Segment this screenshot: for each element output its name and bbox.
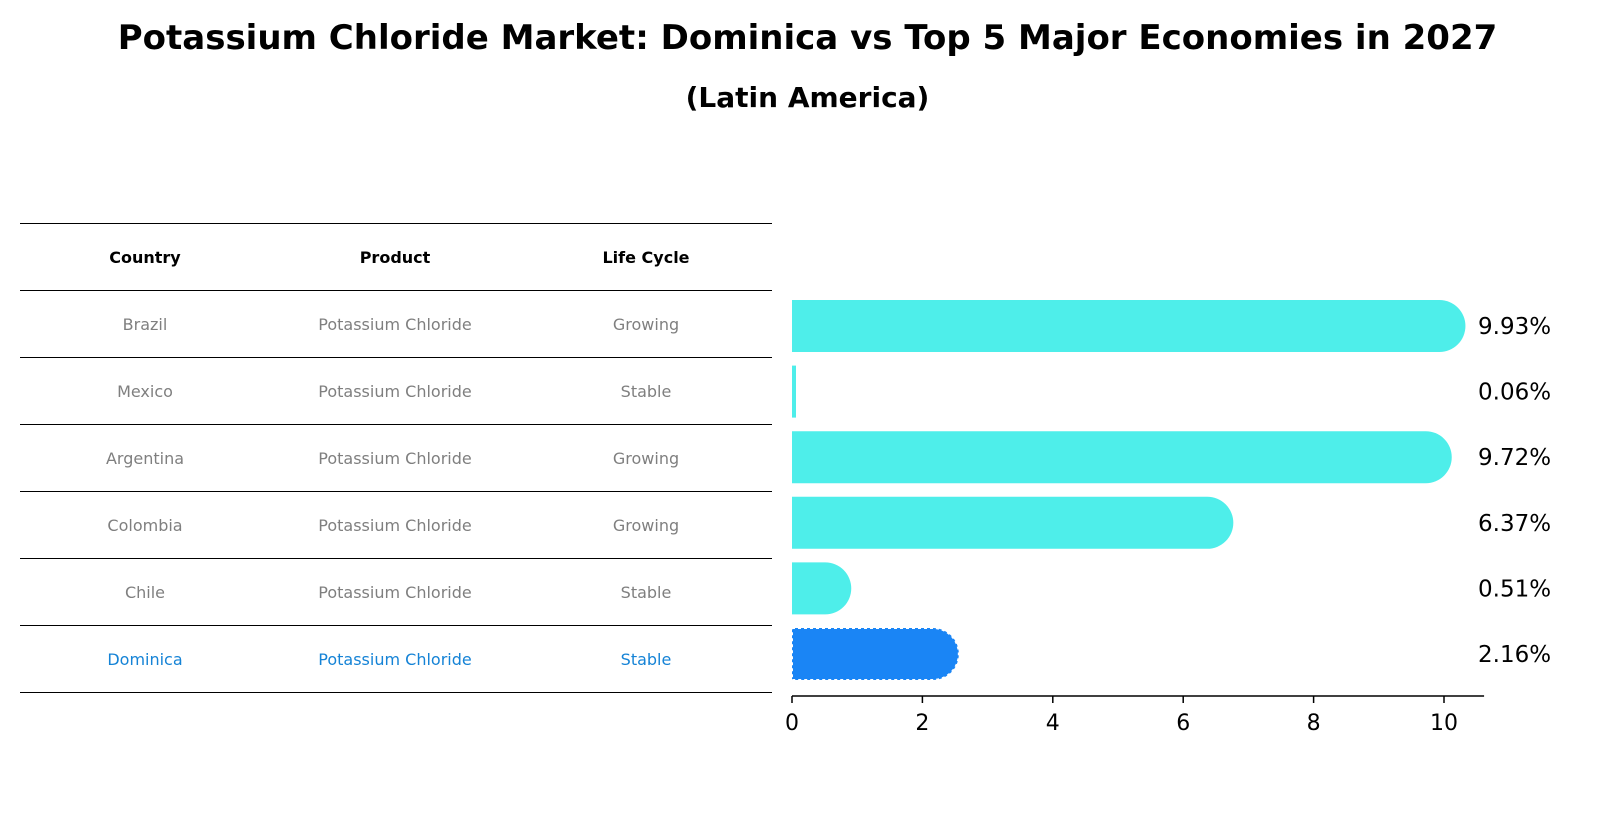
table-header-row: Country Product Life Cycle [20,224,772,291]
x-tick-label: 6 [1176,711,1190,736]
bar-brazil [792,300,1466,352]
chart-subtitle: (Latin America) [685,81,930,114]
x-tick-label: 2 [915,711,929,736]
bar-mexico [792,365,796,418]
product-cell: Potassium Chloride [318,649,472,669]
life-cycle-cell: Stable [620,381,672,401]
life-cycle-cell: Growing [612,314,680,334]
product-cell: Potassium Chloride [318,314,472,334]
country-cell: Colombia [107,515,183,535]
bar-dominica [791,627,960,681]
value-label: 0.51% [1478,576,1551,602]
table-row: Brazil Potassium Chloride Growing [20,291,772,358]
table-row: Argentina Potassium Chloride Growing [20,425,772,492]
chart-title: Potassium Chloride Market: Dominica vs T… [117,18,1498,58]
country-cell: Brazil [122,314,168,334]
bar-argentina [792,431,1452,484]
x-tick-label: 10 [1430,711,1458,736]
product-cell: Potassium Chloride [318,448,472,468]
life-cycle-cell: Stable [620,582,672,602]
table-row: Colombia Potassium Chloride Growing [20,492,772,559]
x-tick-label: 0 [785,711,799,736]
life-cycle-cell: Growing [612,515,680,535]
bar-chile [792,562,852,615]
x-tick-label: 4 [1046,711,1060,736]
bar-colombia [792,496,1234,549]
product-cell: Potassium Chloride [318,582,472,602]
country-cell: Mexico [117,381,173,401]
table-row: Mexico Potassium Chloride Stable [20,358,772,425]
country-cell: Chile [124,582,166,602]
life-cycle-cell: Stable [620,649,672,669]
value-label: 9.72% [1478,445,1551,471]
table-row-highlighted: Dominica Potassium Chloride Stable [20,626,772,693]
column-header-life-cycle: Life Cycle [602,247,690,267]
x-tick-label: 8 [1307,711,1321,736]
table-row: Chile Potassium Chloride Stable [20,559,772,626]
column-header-country: Country [109,247,181,267]
value-label: 0.06% [1478,380,1551,406]
data-table: Country Product Life Cycle Brazil Potass… [20,223,772,693]
value-label: 6.37% [1478,511,1551,537]
country-cell: Dominica [107,649,183,669]
life-cycle-cell: Growing [612,448,680,468]
product-cell: Potassium Chloride [318,381,472,401]
product-cell: Potassium Chloride [318,515,472,535]
bar-chart: 9.93% 0.06% 9.72% 6.37% 0.51% 2.16% 0 2 4 6 8 10 [785,300,1551,736]
country-cell: Argentina [105,448,185,468]
value-label: 2.16% [1478,642,1551,668]
column-header-product: Product [359,247,431,267]
value-label: 9.93% [1478,314,1551,340]
